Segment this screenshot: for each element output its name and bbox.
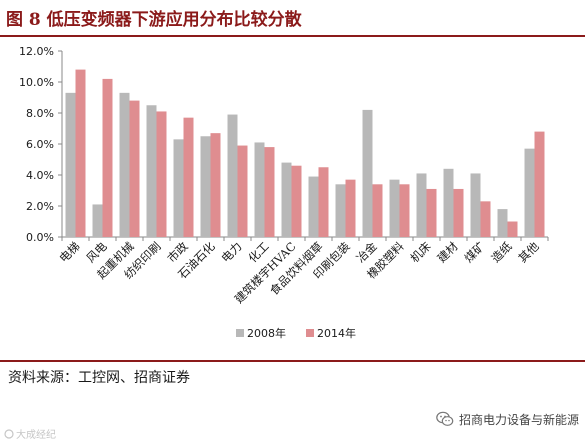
wechat-icon (436, 411, 454, 426)
y-tick-label: 0.0% (26, 231, 54, 244)
wechat-account: 招商电力设备与新能源 (436, 410, 579, 428)
bar-2014 (372, 184, 383, 237)
bar-2008 (173, 139, 184, 237)
header-rule (0, 35, 585, 37)
bar-2014 (399, 184, 410, 237)
bar-2014 (345, 179, 356, 237)
figure-header: 图 8 低压变频器下游应用分布比较分散 (0, 0, 585, 36)
bar-2014 (453, 188, 464, 237)
bar-2014 (237, 145, 248, 237)
bar-2014 (480, 201, 491, 237)
bar-2008 (335, 184, 346, 237)
y-tick-label: 4.0% (26, 169, 54, 182)
bar-2008 (470, 173, 481, 237)
x-category-label: 煤矿 (461, 239, 487, 265)
y-tick-label: 10.0% (19, 76, 54, 89)
bar-2008 (524, 148, 535, 237)
footer-rule (0, 360, 585, 362)
bar-2014 (507, 221, 518, 237)
bar-2014 (264, 147, 275, 237)
y-tick-label: 8.0% (26, 107, 54, 120)
bar-2014 (102, 78, 113, 238)
bar-2014 (210, 133, 221, 237)
bar-2008 (119, 92, 130, 237)
bar-2008 (362, 109, 373, 237)
legend-swatch (306, 329, 314, 337)
bar-2008 (92, 204, 103, 237)
bar-2008 (227, 114, 238, 237)
bar-2008 (389, 179, 400, 237)
x-category-label: 电梯 (56, 239, 82, 265)
bar-2014 (156, 111, 167, 237)
bar-2008 (65, 92, 76, 237)
bar-2008 (308, 176, 319, 237)
x-category-label: 造纸 (488, 239, 515, 266)
watermark-logo-icon (4, 428, 14, 439)
legend-swatch (236, 329, 244, 337)
watermark-text: 大成经纪 (16, 430, 56, 441)
bar-2014 (318, 167, 329, 237)
y-tick-label: 2.0% (26, 200, 54, 213)
bar-2014 (183, 117, 194, 237)
figure-title: 图 8 低压变频器下游应用分布比较分散 (6, 10, 302, 30)
x-category-label: 建材 (434, 239, 461, 266)
bar-2014 (129, 100, 140, 237)
source-note: 资料来源：工控网、招商证券 (8, 370, 190, 386)
legend-label: 2014年 (317, 326, 356, 340)
bar-2008 (146, 105, 157, 237)
bar-2008 (497, 209, 508, 237)
bar-2008 (443, 168, 454, 237)
watermark: 大成经纪 (4, 426, 56, 441)
x-category-label: 电力 (218, 239, 244, 265)
legend-label: 2008年 (247, 326, 286, 340)
bar-2008 (254, 142, 265, 237)
bar-2008 (200, 136, 211, 237)
wechat-account-name: 招商电力设备与新能源 (458, 412, 579, 427)
bar-chart: 0.0%2.0%4.0%6.0%8.0%10.0%12.0%电梯 风电起重机械纺织… (19, 45, 549, 340)
bar-2008 (416, 173, 427, 237)
y-tick-label: 6.0% (26, 138, 54, 151)
y-tick-label: 12.0% (19, 45, 54, 58)
bar-2014 (75, 69, 86, 237)
bar-2014 (534, 131, 545, 237)
x-category-label: 机床 (407, 239, 434, 266)
x-category-label: 其他 (515, 239, 542, 266)
bar-2014 (291, 165, 302, 237)
bar-2014 (426, 188, 437, 237)
bar-2008 (281, 162, 292, 237)
